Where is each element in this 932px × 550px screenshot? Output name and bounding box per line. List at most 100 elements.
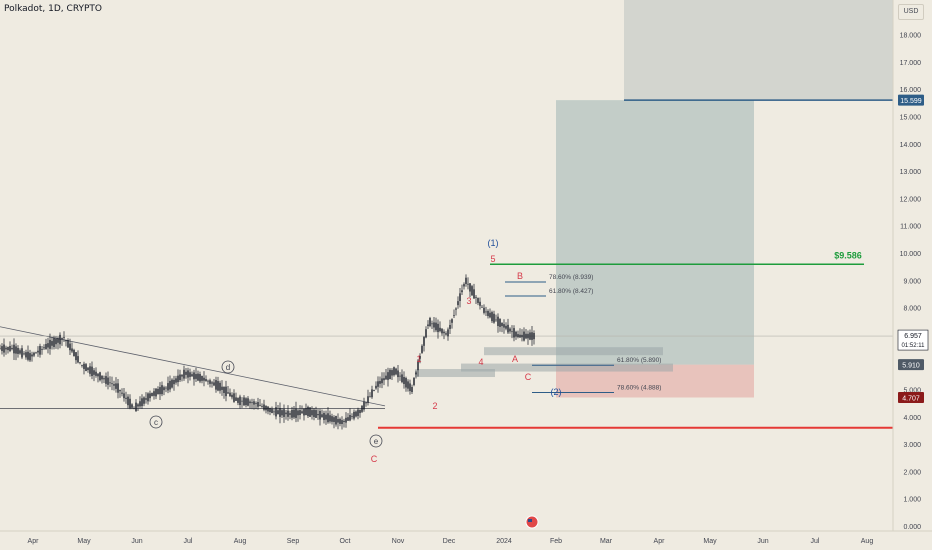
candle-body [315, 410, 317, 418]
candle-body [417, 360, 419, 371]
candle-body [527, 333, 529, 339]
candle-body [259, 404, 261, 406]
candle-body [15, 346, 17, 354]
candle-body [257, 402, 259, 407]
candle-body [105, 376, 107, 384]
candle-body [75, 352, 77, 361]
candle-body [457, 301, 459, 306]
price-badge [898, 391, 924, 403]
wave-label: 1 [416, 354, 421, 364]
candle-body [519, 334, 521, 338]
candle-body [323, 412, 325, 421]
candle-body [495, 319, 497, 321]
price-tick-label: 9.000 [903, 278, 921, 285]
candle-body [51, 341, 53, 346]
candle-body [101, 375, 103, 380]
candle-body [177, 375, 179, 383]
candle-body [379, 381, 381, 384]
candle-body [127, 396, 129, 406]
candle-body [63, 337, 65, 339]
candle-body [361, 405, 363, 412]
candle-body [427, 324, 429, 327]
candle-body [465, 277, 467, 284]
currency-button[interactable]: USD [898, 4, 924, 20]
wave-label: A [512, 354, 518, 364]
price-tick-label: 13.000 [900, 169, 922, 176]
wave-label-circle [221, 360, 235, 374]
candle-body [215, 380, 217, 390]
candle-body [319, 410, 321, 420]
fib-level-label: 61.80% (5.890) [617, 357, 661, 364]
candle-body [57, 338, 59, 343]
candle-body [195, 374, 197, 379]
candle-body [343, 420, 345, 423]
candle-body [289, 413, 291, 415]
candle-body [363, 401, 365, 410]
candle-body [81, 365, 83, 366]
candle-body [373, 390, 375, 391]
candle-body [331, 416, 333, 422]
candle-body [515, 331, 517, 337]
candle-body [349, 414, 351, 421]
candle-body [501, 322, 503, 327]
candle-body [415, 372, 417, 375]
candle-body [209, 380, 211, 384]
candle-body [211, 382, 213, 384]
annotation-lines [0, 99, 893, 429]
candle-body [297, 410, 299, 416]
candle-body [31, 354, 33, 357]
candle-body [395, 368, 397, 375]
candle-body [531, 332, 533, 340]
candle-body [413, 377, 415, 386]
price-badge-label: 5.910 [902, 363, 920, 370]
candle-body [53, 337, 55, 347]
trade-zones [415, 0, 893, 398]
price-tick-label: 3.000 [903, 442, 921, 449]
candle-body [473, 289, 475, 299]
candle-body [221, 386, 223, 390]
candle-body [339, 418, 341, 424]
time-tick-label: Apr [28, 538, 40, 545]
candle-body [43, 347, 45, 349]
candle-body [273, 411, 275, 413]
candle-body [441, 328, 443, 334]
candle-body [17, 347, 19, 354]
price-tick-label: 8.000 [903, 306, 921, 313]
wave-label: B [517, 271, 523, 281]
candle-body [21, 348, 23, 358]
price-tick-label: 4.000 [903, 415, 921, 422]
candle-body [353, 411, 355, 419]
price-tick-label: 17.000 [900, 60, 922, 67]
time-tick-label: Apr [654, 538, 666, 545]
price-badge-label: 15.599 [900, 98, 922, 105]
price-tick-label: 18.000 [900, 33, 922, 40]
candle-body [49, 339, 51, 349]
candle-body [367, 396, 369, 403]
candle-body [321, 414, 323, 418]
candle-body [463, 284, 465, 287]
candle-body [491, 312, 493, 322]
candle-body [25, 352, 27, 358]
candle-body [305, 408, 307, 416]
price-tick-label: 15.000 [900, 115, 922, 122]
candlestick-series [0, 274, 535, 430]
candle-body [325, 414, 327, 420]
candle-body [89, 366, 91, 374]
wave-label: (1) [488, 238, 499, 248]
candle-body [269, 407, 271, 413]
candle-body [439, 327, 441, 332]
candle-body [459, 293, 461, 302]
candle-body [169, 380, 171, 390]
annotation-labels: 78.60% (8.939) 61.80% (8.427) 61.80% (5.89… [149, 238, 862, 464]
candle-body [125, 397, 127, 399]
price-tick-label: 12.000 [900, 196, 922, 203]
candle-body [137, 404, 139, 407]
price-tick-label: 14.000 [900, 142, 922, 149]
candle-body [145, 398, 147, 400]
candle-body [163, 387, 165, 391]
time-tick-label: May [703, 538, 717, 545]
candle-body [265, 405, 267, 411]
target-price-label: $9.586 [834, 250, 862, 260]
candle-body [187, 370, 189, 378]
